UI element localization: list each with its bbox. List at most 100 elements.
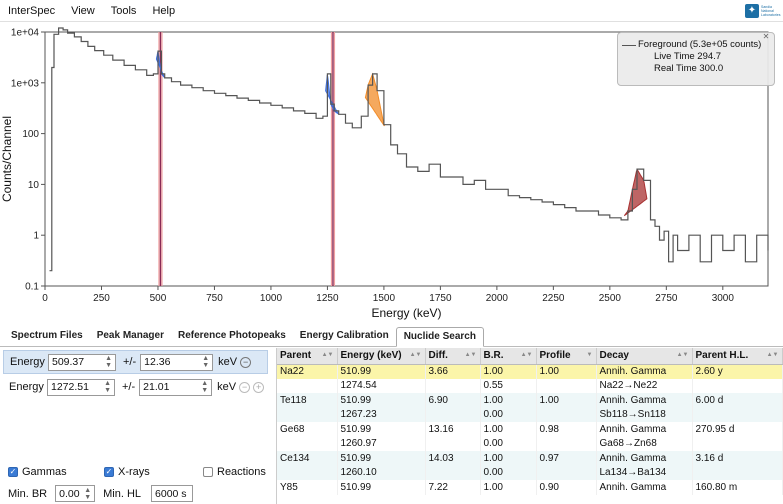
min-br-input[interactable]: 0.00 ▲ ▼ — [55, 485, 96, 502]
x-tick-label: 2000 — [486, 293, 509, 304]
x-tick-label: 1750 — [429, 293, 452, 304]
x-tick-label: 2750 — [655, 293, 678, 304]
reactions-checkbox[interactable] — [203, 467, 213, 477]
energy-row-1[interactable]: Energy 509.37 ▲ ▼ +/- 12.36 ▲ ▼ keV − — [3, 350, 268, 374]
table-row[interactable]: Y85 510.99 7.22 1.00 0.90 Annih. Gamma 160.80 … — [277, 480, 783, 495]
column-header-parent-hl[interactable]: Parent H.L. ▲▼ — [692, 348, 783, 365]
tab-nuclide-search[interactable]: Nuclide Search — [395, 327, 484, 347]
min-br-label: Min. BR — [8, 487, 48, 500]
remove-energy-icon[interactable]: − — [240, 356, 252, 368]
table-cell: Na22→Ne22 — [596, 378, 693, 393]
tolerance-input-1[interactable]: 12.36 ▲ ▼ — [140, 353, 214, 371]
menu-view[interactable]: View — [71, 4, 95, 17]
menu-interspec[interactable]: InterSpec — [8, 4, 56, 17]
column-header-energy[interactable]: Energy (keV) ▲▼ — [337, 348, 426, 365]
table-row[interactable]: Ce134 510.99 14.03 1.00 0.97 Annih. Gamma 3.16… — [277, 451, 783, 466]
peak-fill-3 — [364, 72, 385, 127]
reactions-option[interactable]: Reactions — [203, 466, 266, 478]
table-cell: 0.90 — [536, 480, 597, 495]
min-hl-value: 6000 s — [155, 487, 187, 500]
menu-help[interactable]: Help — [152, 4, 176, 17]
energy-value-input-1[interactable]: 509.37 ▲ ▼ — [48, 353, 116, 371]
chart-legend[interactable]: ✕ Foreground (5.3e+05 counts) Live Time … — [617, 32, 775, 86]
table-cell: Ce134 — [277, 451, 338, 466]
tool-tabs: Spectrum Files Peak Manager Reference Ph… — [0, 327, 783, 347]
table-row[interactable]: 1260.10 0.00 La134→Ba134 — [277, 465, 783, 480]
energy-value-input-2[interactable]: 1272.51 ▲ ▼ — [47, 378, 115, 396]
spinner-icon[interactable]: ▲ ▼ — [201, 380, 209, 394]
y-tick-label: 1e+03 — [11, 78, 40, 89]
plus-minus-label: +/- — [122, 381, 136, 393]
table-row[interactable]: Te118 510.99 6.90 1.00 1.00 Annih. Gamma 6.00 … — [277, 393, 783, 408]
table-row[interactable]: Na22 510.99 3.66 1.00 1.00 Annih. Gamma 2.60 y — [277, 364, 783, 379]
energy-label: Energy — [9, 381, 44, 393]
legend-close-icon[interactable]: ✕ — [762, 32, 770, 41]
table-cell — [425, 407, 481, 422]
table-cell: 6.00 d — [692, 393, 783, 408]
table-row[interactable]: 1260.97 0.00 Ga68→Zn68 — [277, 436, 783, 451]
energy-row-2[interactable]: Energy 1272.51 ▲ ▼ +/- 21.01 ▲ ▼ keV − + — [3, 375, 268, 399]
tab-spectrum-files[interactable]: Spectrum Files — [11, 330, 83, 341]
gammas-checkbox[interactable]: ✓ — [8, 467, 18, 477]
table-cell: 1.00 — [480, 480, 537, 495]
x-tick-label: 500 — [150, 293, 167, 304]
table-cell: 0.00 — [480, 436, 537, 451]
spinner-icon[interactable]: ▲ ▼ — [202, 355, 210, 369]
y-tick-label: 1e+04 — [11, 28, 40, 39]
table-cell: Annih. Gamma — [596, 480, 693, 495]
tolerance-input-2[interactable]: 21.01 ▲ ▼ — [139, 378, 213, 396]
spinner-icon[interactable]: ▲ ▼ — [104, 380, 111, 394]
table-cell — [536, 378, 597, 393]
tab-reference-photopeaks[interactable]: Reference Photopeaks — [177, 330, 286, 341]
energy-label: Energy — [10, 356, 45, 368]
table-cell: 510.99 — [337, 422, 426, 437]
unit-label: keV — [217, 381, 237, 393]
x-axis-label: Energy (keV) — [371, 306, 441, 320]
spinner-icon[interactable]: ▲ ▼ — [105, 355, 112, 369]
table-cell: Annih. Gamma — [596, 451, 693, 466]
spinner-icon[interactable]: ▲ ▼ — [84, 486, 92, 501]
table-cell: 7.22 — [425, 480, 481, 495]
column-header-parent[interactable]: Parent ▲▼ — [277, 348, 338, 365]
menu-bar: InterSpec View Tools Help ✦ Sandia Natio… — [0, 0, 783, 22]
table-row[interactable]: Ge68 510.99 13.16 1.00 0.98 Annih. Gamma 270.9… — [277, 422, 783, 437]
table-cell — [277, 436, 338, 451]
peak-fill-4 — [623, 169, 648, 217]
menu-tools[interactable]: Tools — [110, 4, 137, 17]
logo-text: Sandia National Laboratories — [761, 5, 781, 17]
x-tick-label: 2250 — [542, 293, 565, 304]
table-cell — [536, 407, 597, 422]
table-cell: Sb118→Sn118 — [596, 407, 693, 422]
tab-energy-calibration[interactable]: Energy Calibration — [299, 330, 389, 341]
table-row[interactable]: 1267.23 0.00 Sb118→Sn118 — [277, 407, 783, 422]
tab-peak-manager[interactable]: Peak Manager — [96, 330, 164, 341]
remove-energy-icon[interactable]: − — [239, 381, 251, 393]
table-cell: 1267.23 — [337, 407, 426, 422]
table-cell: 1260.10 — [337, 465, 426, 480]
x-tick-label: 1500 — [373, 293, 396, 304]
min-br-value: 0.00 — [59, 487, 80, 500]
reactions-label: Reactions — [217, 466, 266, 478]
table-cell: 1.00 — [536, 364, 597, 379]
xrays-checkbox[interactable]: ✓ — [104, 467, 114, 477]
table-cell: 1260.97 — [337, 436, 426, 451]
column-header-br[interactable]: B.R. ▲▼ — [480, 348, 537, 365]
table-cell: 510.99 — [337, 393, 426, 408]
table-cell: 0.98 — [536, 422, 597, 437]
table-cell: 2.60 y — [692, 364, 783, 379]
table-cell — [425, 465, 481, 480]
column-header-decay[interactable]: Decay ▲▼ — [596, 348, 693, 365]
table-row[interactable]: 1274.54 0.55 Na22→Ne22 — [277, 378, 783, 393]
xrays-option[interactable]: ✓ X-rays — [104, 466, 150, 478]
gammas-option[interactable]: ✓ Gammas — [8, 466, 67, 478]
table-cell: 1274.54 — [337, 378, 426, 393]
column-header-diff[interactable]: Diff. ▲▼ — [425, 348, 481, 365]
y-tick-label: 10 — [28, 180, 40, 191]
y-tick-label: 0.1 — [25, 282, 39, 293]
min-hl-input[interactable]: 6000 s — [151, 485, 194, 502]
column-header-profile[interactable]: Profile ▼ — [536, 348, 597, 365]
table-cell: Y85 — [277, 480, 338, 495]
add-energy-icon[interactable]: + — [253, 381, 265, 393]
y-tick-label: 1 — [33, 231, 39, 242]
legend-line-swatch — [622, 44, 636, 46]
